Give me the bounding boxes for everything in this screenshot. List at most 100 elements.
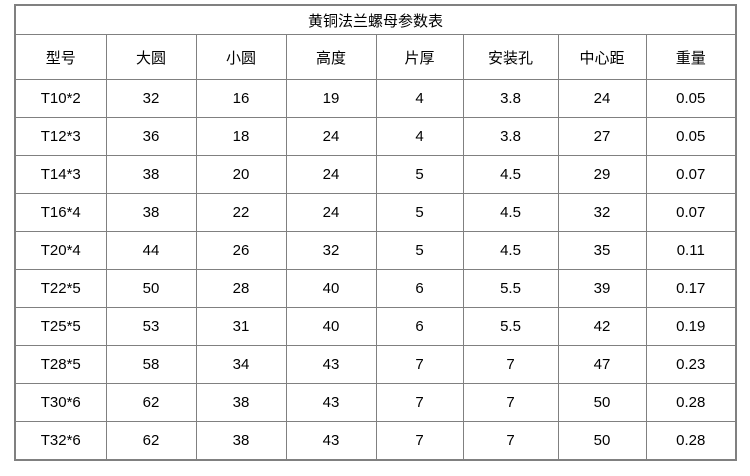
cell-sheet-thickness: 5: [375, 193, 464, 232]
cell-sheet-thickness: 5: [375, 155, 464, 194]
column-header-weight: 重量: [645, 34, 737, 80]
cell-mounting-hole: 4.5: [462, 231, 559, 270]
cell-mounting-hole: 3.8: [462, 79, 559, 118]
cell-model: T30*6: [14, 383, 107, 422]
cell-mounting-hole: 4.5: [462, 193, 559, 232]
table-row: T14*3 38 20 24 5 4.5 29 0.07: [14, 155, 737, 194]
cell-sheet-thickness: 7: [375, 421, 464, 461]
cell-large-circle: 62: [105, 421, 197, 461]
table-title: 黄铜法兰螺母参数表: [14, 4, 737, 35]
cell-small-circle: 20: [195, 155, 287, 194]
cell-large-circle: 44: [105, 231, 197, 270]
column-header-large-circle: 大圆: [105, 34, 197, 80]
table-row: T16*4 38 22 24 5 4.5 32 0.07: [14, 193, 737, 232]
cell-small-circle: 16: [195, 79, 287, 118]
cell-weight: 0.07: [645, 155, 737, 194]
cell-weight: 0.28: [645, 383, 737, 422]
cell-height: 19: [285, 79, 377, 118]
cell-small-circle: 26: [195, 231, 287, 270]
cell-center-distance: 32: [557, 193, 647, 232]
cell-height: 24: [285, 193, 377, 232]
cell-weight: 0.05: [645, 117, 737, 156]
table-row: T10*2 32 16 19 4 3.8 24 0.05: [14, 79, 737, 118]
cell-model: T16*4: [14, 193, 107, 232]
cell-weight: 0.17: [645, 269, 737, 308]
cell-large-circle: 58: [105, 345, 197, 384]
column-header-model: 型号: [14, 34, 107, 80]
cell-height: 24: [285, 155, 377, 194]
cell-center-distance: 35: [557, 231, 647, 270]
cell-mounting-hole: 4.5: [462, 155, 559, 194]
cell-height: 43: [285, 383, 377, 422]
cell-model: T32*6: [14, 421, 107, 461]
column-header-center-distance: 中心距: [557, 34, 647, 80]
cell-sheet-thickness: 5: [375, 231, 464, 270]
cell-sheet-thickness: 6: [375, 269, 464, 308]
cell-small-circle: 28: [195, 269, 287, 308]
cell-weight: 0.07: [645, 193, 737, 232]
cell-mounting-hole: 7: [462, 421, 559, 461]
cell-weight: 0.11: [645, 231, 737, 270]
cell-weight: 0.23: [645, 345, 737, 384]
cell-center-distance: 50: [557, 383, 647, 422]
column-header-small-circle: 小圆: [195, 34, 287, 80]
table-title-row: 黄铜法兰螺母参数表: [14, 4, 737, 35]
cell-small-circle: 31: [195, 307, 287, 346]
cell-small-circle: 22: [195, 193, 287, 232]
cell-center-distance: 47: [557, 345, 647, 384]
parameter-table: 黄铜法兰螺母参数表 型号 大圆 小圆 高度 片厚 安装孔 中心距 重量 T10*…: [14, 4, 738, 461]
cell-large-circle: 38: [105, 193, 197, 232]
table-row: T20*4 44 26 32 5 4.5 35 0.11: [14, 231, 737, 270]
cell-center-distance: 27: [557, 117, 647, 156]
cell-large-circle: 50: [105, 269, 197, 308]
cell-large-circle: 53: [105, 307, 197, 346]
column-header-sheet-thickness: 片厚: [375, 34, 464, 80]
cell-small-circle: 38: [195, 383, 287, 422]
cell-model: T28*5: [14, 345, 107, 384]
cell-model: T22*5: [14, 269, 107, 308]
cell-model: T20*4: [14, 231, 107, 270]
cell-height: 40: [285, 269, 377, 308]
cell-model: T10*2: [14, 79, 107, 118]
cell-height: 43: [285, 421, 377, 461]
cell-mounting-hole: 5.5: [462, 307, 559, 346]
cell-sheet-thickness: 7: [375, 383, 464, 422]
cell-height: 24: [285, 117, 377, 156]
cell-large-circle: 36: [105, 117, 197, 156]
cell-height: 32: [285, 231, 377, 270]
cell-height: 40: [285, 307, 377, 346]
cell-large-circle: 62: [105, 383, 197, 422]
cell-small-circle: 34: [195, 345, 287, 384]
cell-mounting-hole: 7: [462, 383, 559, 422]
cell-sheet-thickness: 4: [375, 79, 464, 118]
table-row: T22*5 50 28 40 6 5.5 39 0.17: [14, 269, 737, 308]
table-row: T25*5 53 31 40 6 5.5 42 0.19: [14, 307, 737, 346]
cell-weight: 0.28: [645, 421, 737, 461]
cell-large-circle: 32: [105, 79, 197, 118]
cell-weight: 0.05: [645, 79, 737, 118]
cell-small-circle: 18: [195, 117, 287, 156]
cell-weight: 0.19: [645, 307, 737, 346]
column-header-mounting-hole: 安装孔: [462, 34, 559, 80]
table-row: T12*3 36 18 24 4 3.8 27 0.05: [14, 117, 737, 156]
cell-mounting-hole: 3.8: [462, 117, 559, 156]
cell-center-distance: 50: [557, 421, 647, 461]
cell-model: T14*3: [14, 155, 107, 194]
cell-small-circle: 38: [195, 421, 287, 461]
table-row: T28*5 58 34 43 7 7 47 0.23: [14, 345, 737, 384]
cell-height: 43: [285, 345, 377, 384]
cell-center-distance: 24: [557, 79, 647, 118]
cell-center-distance: 39: [557, 269, 647, 308]
table-row: T30*6 62 38 43 7 7 50 0.28: [14, 383, 737, 422]
cell-sheet-thickness: 6: [375, 307, 464, 346]
cell-sheet-thickness: 4: [375, 117, 464, 156]
cell-mounting-hole: 7: [462, 345, 559, 384]
cell-model: T25*5: [14, 307, 107, 346]
cell-sheet-thickness: 7: [375, 345, 464, 384]
table-row: T32*6 62 38 43 7 7 50 0.28: [14, 421, 737, 461]
cell-center-distance: 42: [557, 307, 647, 346]
table-header-row: 型号 大圆 小圆 高度 片厚 安装孔 中心距 重量: [14, 34, 737, 80]
cell-large-circle: 38: [105, 155, 197, 194]
column-header-height: 高度: [285, 34, 377, 80]
cell-model: T12*3: [14, 117, 107, 156]
